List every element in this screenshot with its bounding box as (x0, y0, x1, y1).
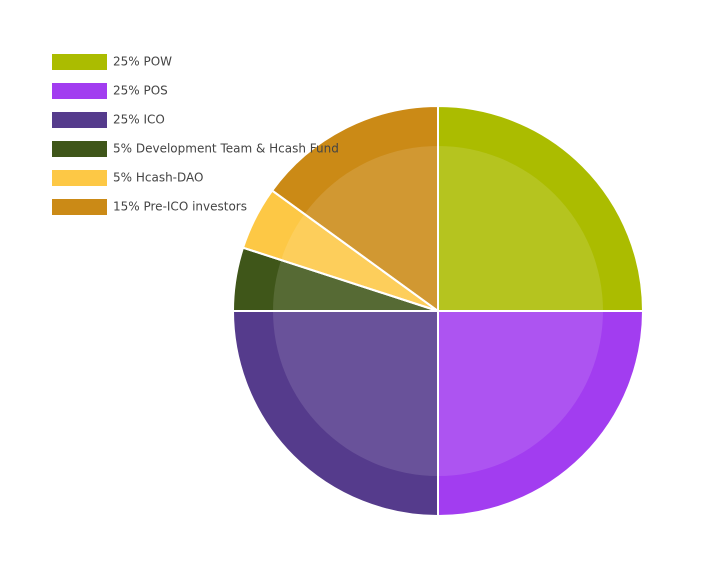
legend-swatch (52, 141, 107, 157)
legend-swatch (52, 170, 107, 186)
legend-label: 25% POW (113, 55, 172, 69)
legend-label: 5% Development Team & Hcash Fund (113, 142, 339, 156)
slice-divider (271, 189, 439, 312)
slice-divider (242, 246, 439, 312)
pie-slice (270, 104, 439, 313)
legend-swatch (52, 112, 107, 128)
legend-label: 5% Hcash-DAO (113, 171, 204, 185)
legend-swatch (52, 83, 107, 99)
legend-swatch (52, 54, 107, 70)
legend-label: 25% POS (113, 84, 168, 98)
pie-slice (231, 310, 439, 518)
legend-label: 15% Pre-ICO investors (113, 200, 247, 214)
pie-slice (437, 104, 645, 312)
legend-label: 25% ICO (113, 113, 165, 127)
legend-swatch (52, 199, 107, 215)
pie-slice (437, 310, 645, 518)
